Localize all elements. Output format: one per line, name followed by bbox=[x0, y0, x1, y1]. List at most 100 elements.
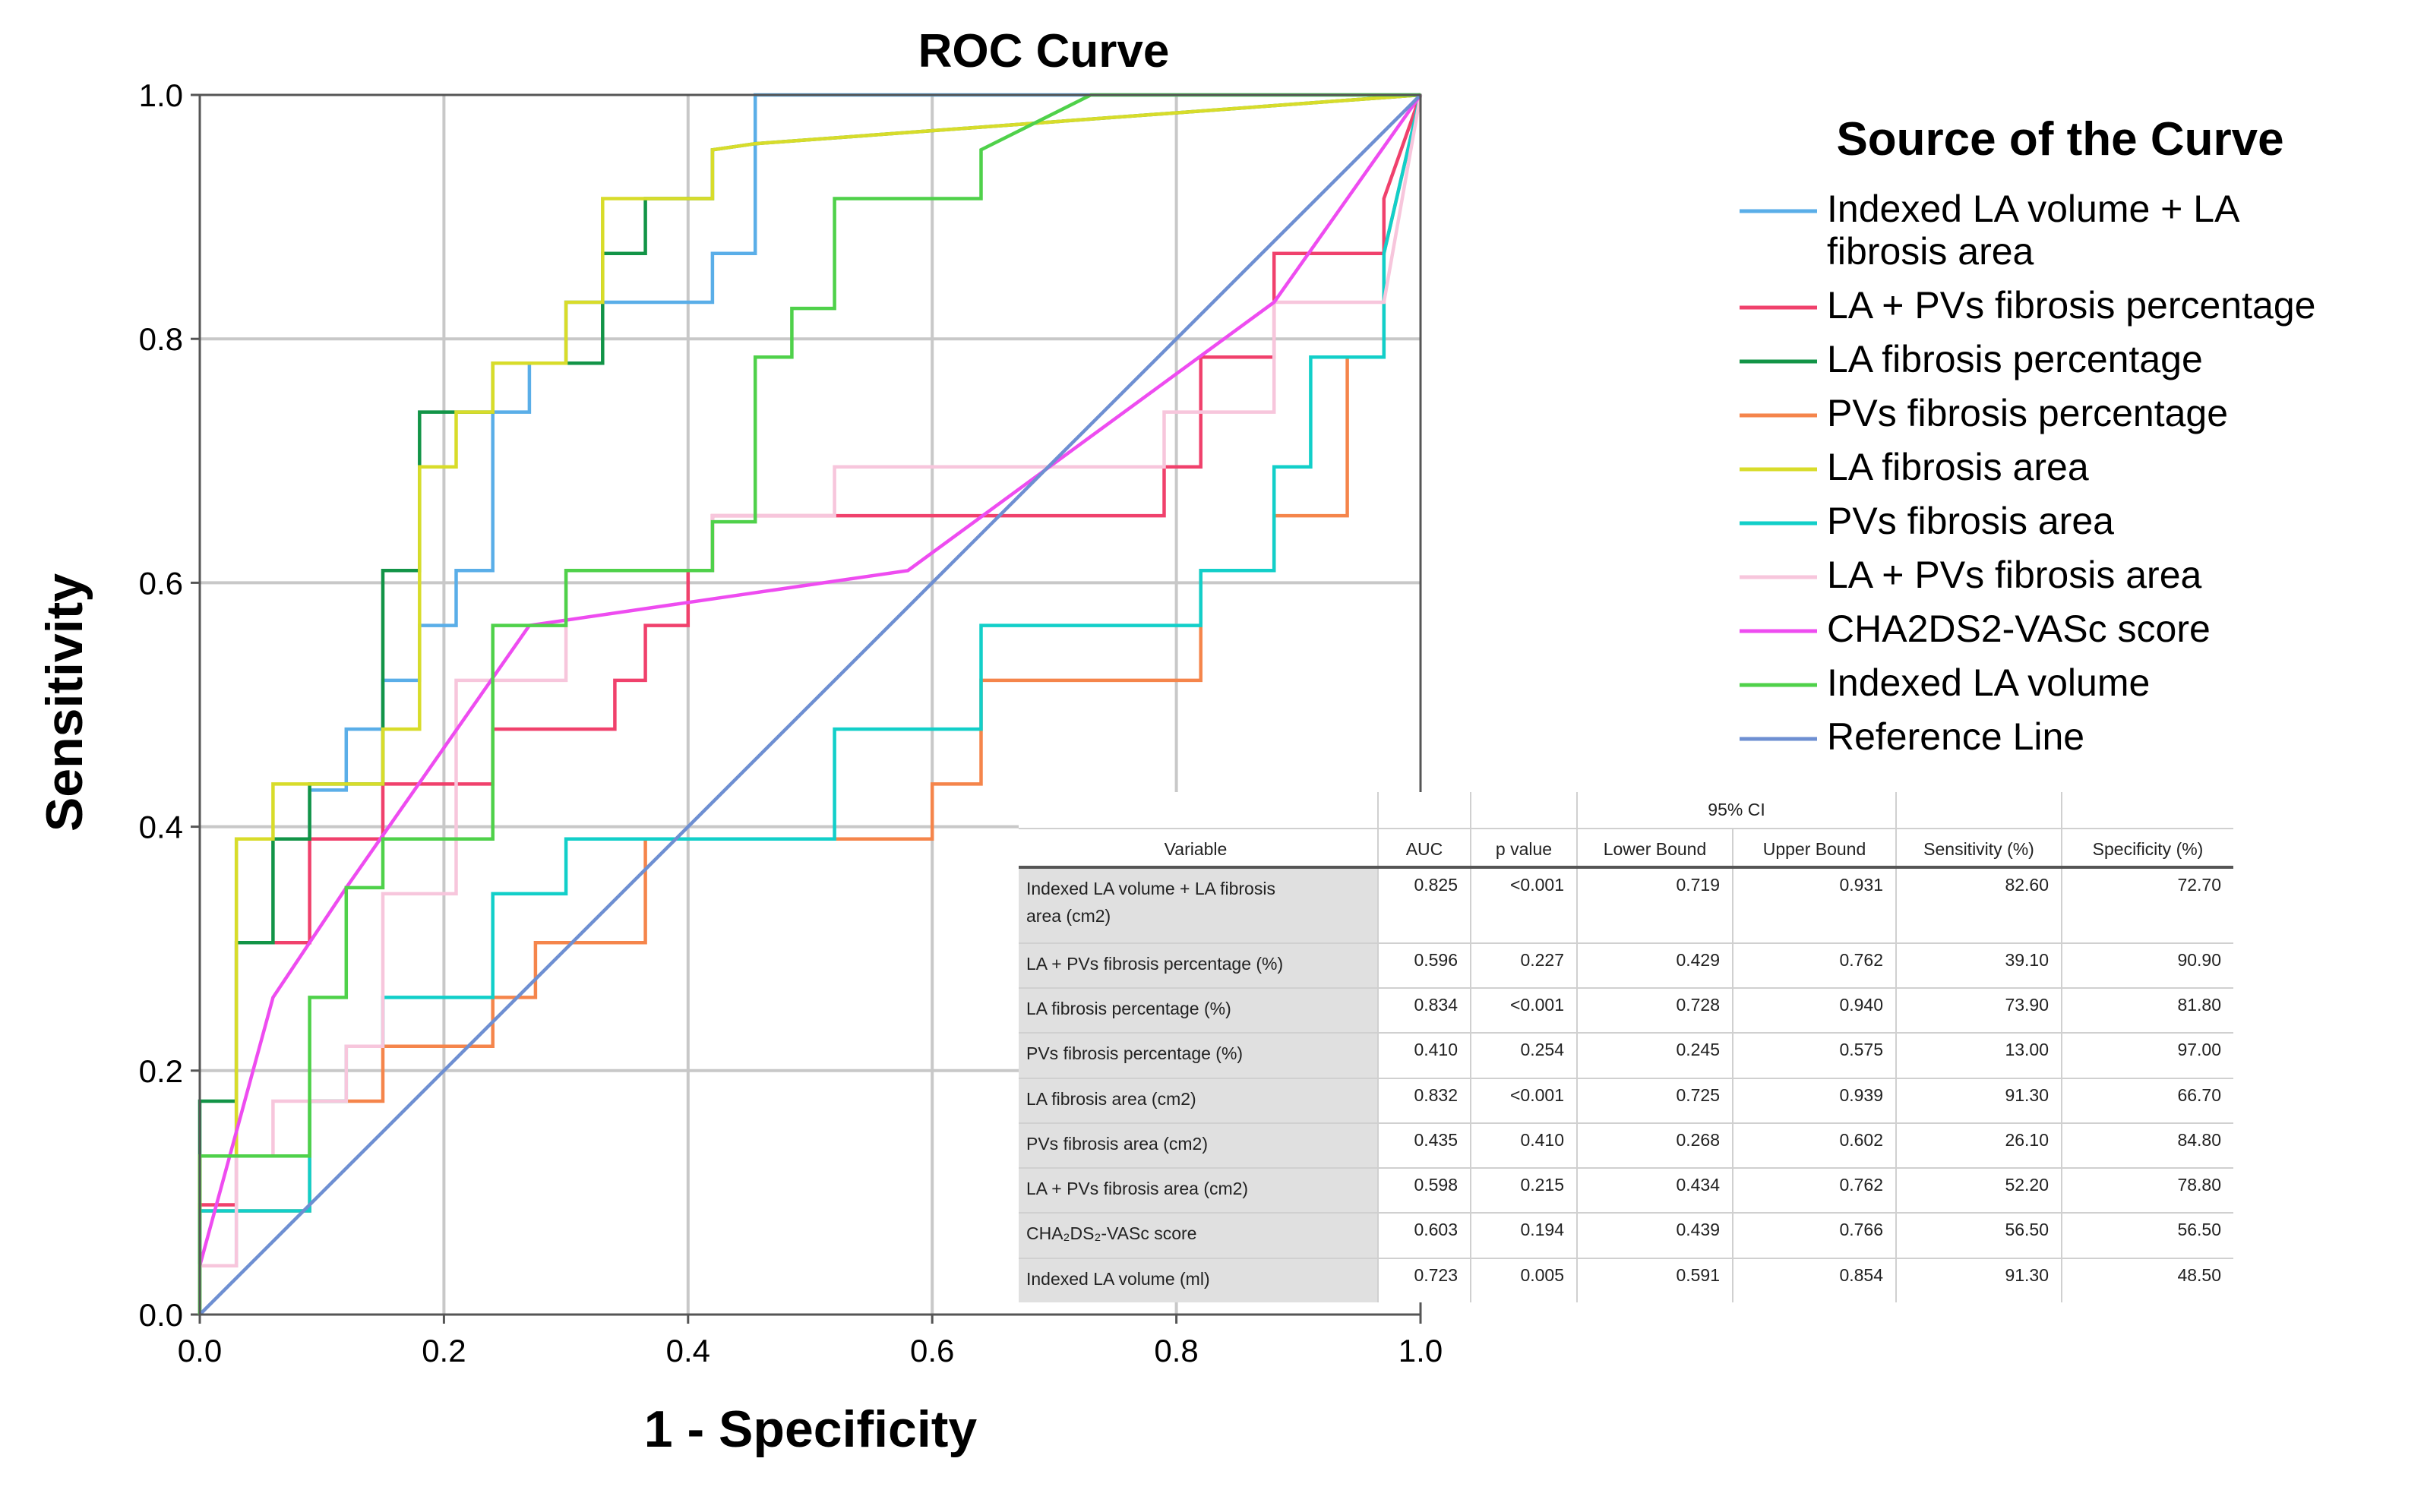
cell-sensitivity: 82.60 bbox=[1896, 866, 2062, 943]
cell-variable-line: LA fibrosis percentage (%) bbox=[1026, 999, 1231, 1018]
header-blank bbox=[1471, 792, 1578, 829]
ci-header: 95% CI bbox=[1577, 792, 1897, 829]
header-blank bbox=[1378, 792, 1471, 829]
cell-variable-line: Indexed LA volume (ml) bbox=[1026, 1268, 1210, 1289]
cell-variable: CHA₂DS₂-VASc score bbox=[1019, 1212, 1379, 1258]
table-row: PVs fibrosis percentage (%) 0.410 0.254 0.2… bbox=[1019, 1032, 2233, 1078]
cell-variable: LA fibrosis percentage (%) bbox=[1019, 986, 1379, 1034]
cell-auc: 0.598 bbox=[1378, 1167, 1471, 1214]
cell-variable-line: PVs fibrosis percentage (%) bbox=[1026, 1043, 1244, 1064]
legend-label-line: Indexed LA volume + LA bbox=[1827, 188, 2240, 230]
cell-sensitivity: 13.00 bbox=[1896, 1032, 2062, 1078]
cell-p-value: <0.001 bbox=[1471, 1077, 1578, 1123]
cell-variable-line: PVs fibrosis area (cm2) bbox=[1026, 1133, 1209, 1154]
header-blank bbox=[1019, 792, 1379, 829]
legend-label: PVs fibrosis percentage bbox=[1827, 392, 2228, 434]
cell-specificity: 48.50 bbox=[2062, 1257, 2233, 1302]
cell-p-value: 0.005 bbox=[1471, 1257, 1578, 1302]
column-header-upper-bound: Upper Bound bbox=[1733, 828, 1897, 869]
axis-ticks: 0.0 0.2 0.4 0.6 0.8 1.0 0.0 0.2 0.4 0.6 0.8 1.0 bbox=[139, 77, 1443, 1368]
cell-lower-bound: 0.429 bbox=[1577, 942, 1733, 988]
cell-variable: PVs fibrosis percentage (%) bbox=[1019, 1032, 1379, 1078]
cell-lower-bound: 0.434 bbox=[1577, 1167, 1733, 1214]
cell-upper-bound: 0.931 bbox=[1733, 866, 1897, 943]
cell-specificity: 84.80 bbox=[2062, 1122, 2233, 1169]
column-header-specificity: Specificity (%) bbox=[2062, 828, 2233, 869]
cell-sensitivity: 26.10 bbox=[1896, 1122, 2062, 1169]
column-header-variable: Variable bbox=[1019, 828, 1379, 869]
cell-specificity: 66.70 bbox=[2062, 1077, 2233, 1123]
cell-upper-bound: 0.940 bbox=[1733, 986, 1897, 1034]
legend-title: Source of the Curve bbox=[1836, 113, 2283, 166]
cell-auc: 0.435 bbox=[1378, 1122, 1471, 1169]
cell-variable-line: area (cm2) bbox=[1026, 905, 1111, 926]
table-row: CHA₂DS₂-VASc score 0.603 0.194 0.439 0.766 56… bbox=[1019, 1212, 2233, 1258]
x-tick-label: 0.0 bbox=[178, 1333, 222, 1368]
table-row: PVs fibrosis area (cm2) 0.435 0.410 0.268 0.… bbox=[1019, 1122, 2233, 1169]
column-header-lower-bound: Lower Bound bbox=[1577, 828, 1733, 869]
cell-variable-line: LA fibrosis area (cm2) bbox=[1026, 1088, 1196, 1109]
cell-lower-bound: 0.268 bbox=[1577, 1122, 1733, 1169]
cell-variable-line: LA + PVs fibrosis percentage (%) bbox=[1026, 953, 1284, 974]
legend-label: LA fibrosis area bbox=[1827, 446, 2089, 488]
cell-upper-bound: 0.854 bbox=[1733, 1257, 1897, 1302]
table-row: Indexed LA volume + LA fibrosis area (cm2… bbox=[1019, 866, 2233, 943]
cell-specificity: 97.00 bbox=[2062, 1032, 2233, 1078]
cell-specificity: 56.50 bbox=[2062, 1212, 2233, 1258]
cell-auc: 0.834 bbox=[1378, 986, 1471, 1034]
cell-upper-bound: 0.602 bbox=[1733, 1122, 1897, 1169]
x-tick-label: 1.0 bbox=[1398, 1333, 1443, 1368]
cell-lower-bound: 0.439 bbox=[1577, 1212, 1733, 1258]
cell-lower-bound: 0.725 bbox=[1577, 1077, 1733, 1123]
cell-specificity: 90.90 bbox=[2062, 942, 2233, 988]
x-tick-label: 0.8 bbox=[1154, 1333, 1198, 1368]
cell-p-value: 0.215 bbox=[1471, 1167, 1578, 1214]
cell-p-value: <0.001 bbox=[1471, 866, 1578, 943]
statistics-table-container: 95% CI Variable AUC p value Lower Bound … bbox=[1019, 792, 2233, 1302]
cell-p-value: 0.254 bbox=[1471, 1032, 1578, 1078]
legend-label: PVs fibrosis area bbox=[1827, 500, 2114, 542]
x-tick-label: 0.4 bbox=[666, 1333, 710, 1368]
chart-title: ROC Curve bbox=[918, 25, 1170, 77]
y-tick-label: 0.0 bbox=[139, 1297, 183, 1333]
table-row: LA fibrosis percentage (%) 0.834 <0.001 0.7… bbox=[1019, 986, 2233, 1034]
cell-variable-line: CHA₂DS₂-VASc score bbox=[1026, 1223, 1197, 1244]
cell-upper-bound: 0.939 bbox=[1733, 1077, 1897, 1123]
cell-variable: Indexed LA volume (ml) bbox=[1019, 1257, 1379, 1302]
cell-variable: Indexed LA volume + LA fibrosis area (cm2… bbox=[1019, 866, 1379, 943]
y-tick-label: 0.6 bbox=[139, 565, 183, 601]
series-line-la-pvs-fibrosis-percentage bbox=[198, 94, 1423, 1315]
cell-variable: PVs fibrosis area (cm2) bbox=[1019, 1122, 1379, 1169]
legend-label: LA + PVs fibrosis percentage bbox=[1827, 284, 2315, 327]
statistics-table: 95% CI Variable AUC p value Lower Bound … bbox=[1019, 792, 2233, 1302]
cell-lower-bound: 0.719 bbox=[1577, 866, 1733, 943]
cell-variable-line: LA + PVs fibrosis area (cm2) bbox=[1026, 1179, 1249, 1199]
cell-lower-bound: 0.591 bbox=[1577, 1257, 1733, 1302]
legend-label: LA + PVs fibrosis area bbox=[1827, 554, 2202, 596]
cell-p-value: <0.001 bbox=[1471, 986, 1578, 1034]
cell-specificity: 78.80 bbox=[2062, 1167, 2233, 1214]
cell-p-value: 0.194 bbox=[1471, 1212, 1578, 1258]
plot-frame bbox=[198, 93, 1422, 1316]
cell-sensitivity: 52.20 bbox=[1896, 1167, 2062, 1214]
cell-upper-bound: 0.766 bbox=[1733, 1212, 1897, 1258]
column-header-sensitivity: Sensitivity (%) bbox=[1896, 828, 2062, 869]
series-line-reference-line bbox=[198, 93, 1422, 1316]
header-blank bbox=[2062, 792, 2233, 829]
header-blank bbox=[1896, 792, 2062, 829]
column-header-p-value: p value bbox=[1471, 828, 1578, 869]
cell-p-value: 0.227 bbox=[1471, 942, 1578, 988]
x-axis-label: 1 - Specificity bbox=[644, 1400, 978, 1458]
legend-label: Reference Line bbox=[1827, 715, 2084, 758]
x-tick-label: 0.2 bbox=[422, 1333, 466, 1368]
table-row: LA fibrosis area (cm2) 0.832 <0.001 0.725 0.… bbox=[1019, 1077, 2233, 1123]
table-header-group-row: 95% CI bbox=[1019, 792, 2233, 829]
cell-variable: LA fibrosis area (cm2) bbox=[1019, 1077, 1379, 1123]
cell-variable-line: Indexed LA volume + LA fibrosis bbox=[1026, 878, 1275, 898]
cell-sensitivity: 39.10 bbox=[1896, 942, 2062, 988]
y-tick-label: 0.4 bbox=[139, 810, 183, 845]
y-tick-label: 0.8 bbox=[139, 321, 183, 357]
cell-specificity: 72.70 bbox=[2062, 866, 2233, 943]
legend-label: CHA2DS2-VASc score bbox=[1827, 608, 2211, 650]
y-axis-label: Sensitivity bbox=[36, 573, 93, 832]
